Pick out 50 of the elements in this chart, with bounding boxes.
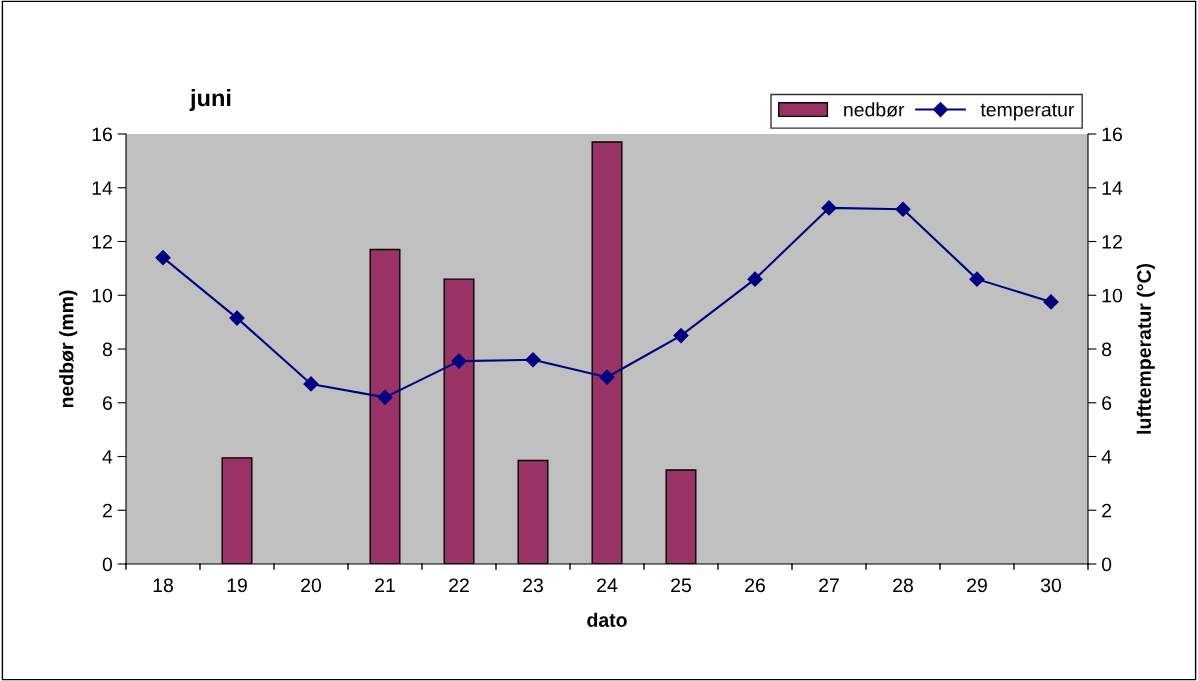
point	[747, 271, 763, 287]
point	[673, 327, 689, 344]
y-tick-label: 12	[92, 234, 112, 249]
x-tick-label: 22	[449, 578, 469, 592]
y-tick-label: 4	[102, 450, 113, 464]
y2-tick-label: 8	[1102, 342, 1112, 357]
y2-tick-label: 2	[1102, 503, 1112, 518]
y-tick-label: 0	[102, 557, 113, 572]
x-tick-label: 25	[671, 578, 691, 593]
y-tick-label: 8	[102, 342, 112, 357]
point	[155, 250, 171, 266]
x-tick-label: 21	[375, 578, 395, 592]
chart-title: juni	[189, 89, 231, 111]
x-tick-label: 29	[967, 578, 987, 593]
x-tick-label: 24	[597, 578, 618, 592]
y2-axis-title: lufttemperatur (°C)	[1136, 263, 1155, 434]
y-tick-label: 14	[92, 181, 113, 195]
point	[1043, 294, 1059, 310]
y-tick-label: 2	[102, 503, 112, 518]
point	[451, 353, 467, 369]
x-tick-label: 20	[301, 578, 322, 593]
y2-tick-label: 16	[1102, 127, 1122, 142]
y-axis-title: nedbør (mm)	[59, 290, 78, 408]
point	[525, 352, 541, 368]
x-tick-label: 23	[523, 578, 543, 593]
x-tick-label: 28	[893, 578, 913, 593]
point	[969, 271, 985, 287]
x-tick-label: 30	[1040, 578, 1062, 593]
y2-tick-label: 6	[1102, 396, 1112, 410]
x-tick-label: 18	[153, 578, 173, 593]
y2-tick-label: 12	[1102, 234, 1122, 249]
point	[821, 200, 837, 216]
point	[895, 201, 911, 217]
point	[229, 310, 245, 326]
y-tick-label: 6	[102, 396, 112, 410]
x-axis-title: dato	[587, 612, 627, 627]
y2-tick-label: 14	[1102, 181, 1123, 195]
y-tick-label: 10	[92, 288, 113, 303]
y2-tick-label: 10	[1102, 288, 1123, 303]
y-tick-label: 16	[92, 127, 112, 142]
x-tick-label: 19	[227, 578, 247, 593]
point	[377, 389, 393, 405]
y2-tick-label: 0	[1101, 557, 1112, 572]
y2-tick-label: 4	[1101, 450, 1112, 464]
x-tick-label: 27	[819, 578, 839, 592]
legend-label: nedbør	[844, 102, 905, 117]
point	[599, 369, 615, 385]
point	[303, 376, 319, 392]
legend-label: temperatur	[980, 103, 1075, 121]
x-tick-label: 26	[745, 578, 765, 593]
